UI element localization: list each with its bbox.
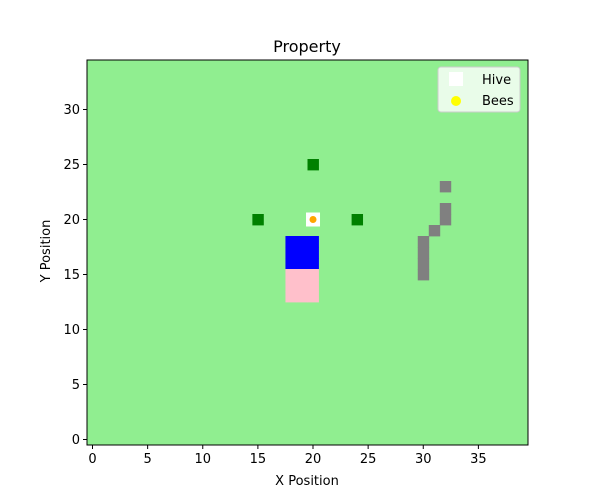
grid-cell: [285, 258, 297, 270]
grid-cell: [307, 159, 319, 171]
y-tick-label: 30: [63, 103, 80, 118]
y-axis-ticks: 0 5 10 15 20 25 30: [63, 103, 87, 448]
grid-cell: [439, 181, 452, 193]
legend-bees-label: Bees: [482, 94, 514, 109]
grid-cell: [307, 258, 319, 270]
series-markers: [306, 212, 321, 227]
grid-cell: [296, 280, 308, 292]
grid-cell: [439, 214, 452, 226]
grid-cell: [307, 269, 319, 281]
plot-area: [86, 59, 529, 446]
bee-marker: [309, 216, 317, 223]
grid-cell: [296, 258, 308, 270]
x-tick-label: 10: [194, 452, 211, 467]
grid-cell: [285, 280, 297, 292]
x-tick-label: 5: [143, 452, 151, 467]
grid-cell: [296, 247, 308, 259]
x-tick-label: 0: [88, 452, 96, 467]
chart-title: Property: [273, 37, 341, 56]
x-axis-label: X Position: [275, 474, 339, 489]
plot-frame: [86, 59, 529, 446]
y-tick-label: 5: [72, 378, 80, 393]
y-tick-label: 20: [63, 213, 80, 228]
x-axis-ticks: 0 5 10 15 20 25 30 35: [88, 445, 487, 467]
legend: Hive Bees: [437, 66, 521, 113]
grid-cell: [307, 280, 319, 292]
x-tick-label: 20: [305, 452, 322, 467]
x-tick-label: 35: [470, 452, 487, 467]
grid-cell: [296, 291, 308, 303]
grid-cell: [417, 247, 430, 259]
grid-cell: [417, 258, 430, 270]
legend-bees-swatch: [451, 96, 461, 106]
legend-hive-swatch: [449, 72, 463, 86]
grid-cell: [307, 291, 319, 303]
grid-cell: [285, 236, 297, 248]
grid-cell: [351, 214, 364, 226]
grid-cells: [252, 159, 452, 303]
grid-cell: [296, 236, 308, 248]
grid-cell: [428, 225, 441, 237]
x-tick-label: 15: [250, 452, 267, 467]
grid-cell: [439, 203, 452, 215]
y-axis-label: Y Position: [39, 220, 54, 284]
grid-cell: [417, 269, 430, 281]
y-tick-label: 10: [63, 323, 80, 338]
y-tick-label: 15: [63, 268, 80, 283]
grid-cell: [285, 291, 297, 303]
y-tick-label: 25: [63, 158, 80, 173]
grid-cell: [307, 236, 319, 248]
legend-hive-label: Hive: [482, 73, 511, 88]
x-tick-label: 25: [360, 452, 377, 467]
x-tick-label: 30: [415, 452, 432, 467]
grid-cell: [296, 269, 308, 281]
grid-cell: [307, 247, 319, 259]
grid-cell: [285, 247, 297, 259]
y-tick-label: 0: [72, 433, 80, 448]
grid-cell: [417, 236, 430, 248]
grid-cell: [285, 269, 297, 281]
grid-cell: [252, 214, 264, 226]
